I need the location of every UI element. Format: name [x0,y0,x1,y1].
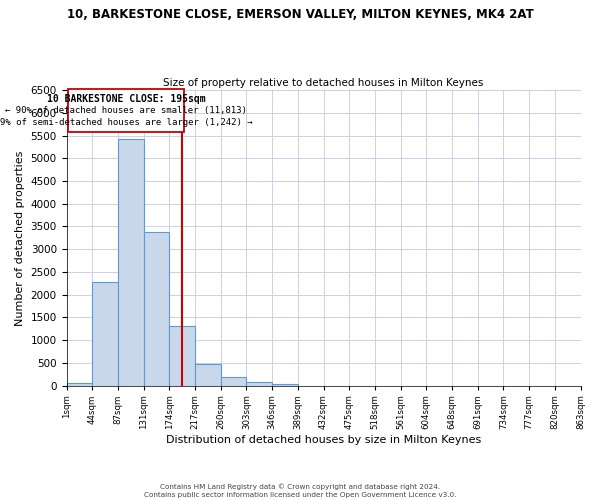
Bar [143,232,169,386]
Bar [118,139,143,386]
Bar [272,384,298,386]
Text: 10 BARKESTONE CLOSE: 195sqm: 10 BARKESTONE CLOSE: 195sqm [47,94,205,104]
X-axis label: Distribution of detached houses by size in Milton Keynes: Distribution of detached houses by size … [166,435,481,445]
Text: Contains HM Land Registry data © Crown copyright and database right 2024.
Contai: Contains HM Land Registry data © Crown c… [144,484,456,498]
Bar [221,378,247,386]
Bar [169,326,195,386]
Bar [92,282,118,386]
Bar [247,382,272,386]
Text: ← 90% of detached houses are smaller (11,813): ← 90% of detached houses are smaller (11… [5,106,247,115]
Text: 9% of semi-detached houses are larger (1,242) →: 9% of semi-detached houses are larger (1… [0,118,253,127]
Y-axis label: Number of detached properties: Number of detached properties [15,150,25,326]
Bar [195,364,221,386]
Bar [67,384,92,386]
Title: Size of property relative to detached houses in Milton Keynes: Size of property relative to detached ho… [163,78,484,88]
Text: 10, BARKESTONE CLOSE, EMERSON VALLEY, MILTON KEYNES, MK4 2AT: 10, BARKESTONE CLOSE, EMERSON VALLEY, MI… [67,8,533,20]
FancyBboxPatch shape [68,90,184,132]
